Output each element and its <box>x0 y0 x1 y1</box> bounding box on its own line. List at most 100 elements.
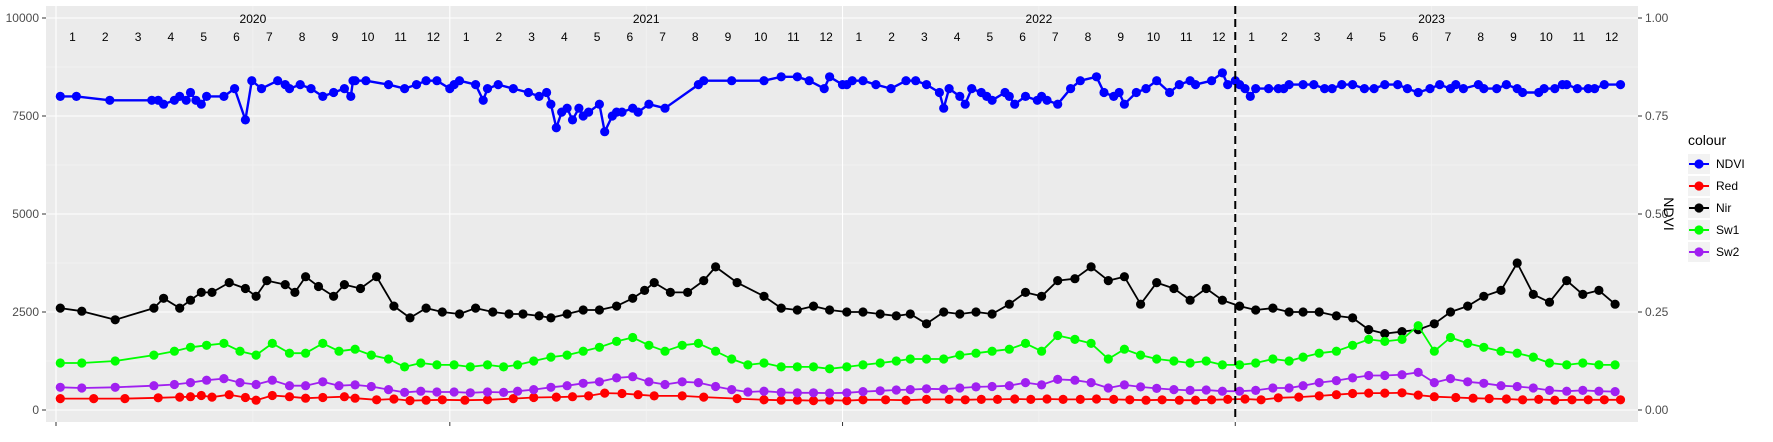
year-label: 2021 <box>633 12 660 26</box>
sw1-point <box>1544 358 1555 368</box>
ndvi-point <box>1091 72 1102 82</box>
red-point <box>1026 394 1036 404</box>
nir-point <box>389 301 399 311</box>
sw1-point <box>1397 334 1407 344</box>
ndvi-point <box>1131 87 1141 98</box>
nir-point <box>594 305 605 315</box>
sw1-point <box>743 360 753 370</box>
red-point <box>389 394 399 404</box>
sw1-point <box>693 338 704 348</box>
ndvi-point <box>1550 84 1560 94</box>
ndvi-point <box>1309 80 1319 90</box>
red-point <box>89 394 99 404</box>
sw1-point <box>77 358 87 368</box>
red-point <box>1501 394 1511 404</box>
sw2-point <box>185 378 196 388</box>
sw2-point <box>366 381 376 392</box>
sw2-point <box>1251 385 1261 395</box>
left-axis-tick-label: 0 <box>32 403 39 417</box>
red-point <box>1240 394 1250 404</box>
red-point <box>339 392 349 402</box>
month-label: 8 <box>1477 30 1484 44</box>
sw1-point <box>955 350 965 360</box>
ndvi-point <box>847 76 857 86</box>
sw1-point <box>513 360 523 370</box>
nir-point <box>421 303 431 313</box>
ndvi-point <box>960 99 970 109</box>
right-axis-tick-label: 0.00 <box>1645 403 1669 417</box>
ndvi-point <box>1053 99 1063 109</box>
red-point <box>1550 395 1560 405</box>
sw2-point <box>1314 378 1324 388</box>
sw2-point <box>55 382 65 392</box>
ndvi-point <box>329 87 339 98</box>
ndvi-point <box>346 91 356 101</box>
red-point <box>842 396 852 406</box>
month-label: 3 <box>921 30 928 44</box>
ndvi-point <box>759 76 769 86</box>
month-label: 1 <box>856 30 863 44</box>
nir-point <box>1235 301 1245 311</box>
red-point <box>267 390 277 401</box>
sw1-point <box>334 346 344 356</box>
red-point <box>617 388 627 399</box>
legend-title: colour <box>1688 132 1726 148</box>
red-point <box>1256 395 1266 405</box>
nir-point <box>1298 307 1308 317</box>
ndvi-point <box>1458 84 1468 94</box>
ndvi-point <box>1240 84 1250 94</box>
ndvi-point <box>1599 80 1609 90</box>
x-axis <box>55 422 1236 426</box>
sw1-point <box>1479 342 1489 352</box>
sw1-point <box>1185 358 1195 368</box>
sw1-point <box>1217 360 1227 370</box>
month-label: 4 <box>954 30 961 44</box>
sw1-point <box>284 348 295 358</box>
ndvi-point <box>871 80 881 90</box>
red-point <box>808 396 819 406</box>
ndvi-point <box>1066 84 1076 94</box>
legend-label-sw1: Sw1 <box>1716 223 1740 237</box>
sw1-point <box>644 340 654 350</box>
left-y-axis: 0 2500 5000 7500 10000 <box>6 11 46 417</box>
nir-point <box>683 287 693 297</box>
legend-swatch-point-sw2 <box>1694 247 1704 257</box>
ndvi-point <box>471 80 481 90</box>
red-point <box>1429 392 1439 402</box>
sw1-point <box>711 346 721 356</box>
ndvi-point <box>944 84 954 94</box>
right-axis-tick-label: 1.00 <box>1645 11 1669 25</box>
sw1-point <box>1119 344 1129 354</box>
right-axis-tick-label: 0.25 <box>1645 305 1669 319</box>
nir-point <box>875 309 885 319</box>
month-label: 12 <box>1212 30 1226 44</box>
sw2-point <box>905 385 915 395</box>
sw1-point <box>905 354 915 364</box>
ndvi-point <box>1020 91 1031 101</box>
red-point <box>1380 388 1390 398</box>
nir-point <box>858 307 868 317</box>
sw2-point <box>1562 386 1572 396</box>
nir-point <box>1429 319 1439 329</box>
ndvi-point <box>1075 76 1085 86</box>
red-point <box>405 396 415 406</box>
sw1-point <box>1380 336 1390 346</box>
nir-point <box>1578 289 1588 299</box>
sw1-point <box>1429 346 1439 356</box>
legend: colour NDVI Red Nir Sw1 Sw2 <box>1688 132 1745 262</box>
red-point <box>1157 395 1167 405</box>
ndvi-point <box>1010 99 1020 109</box>
nir-point <box>665 287 676 297</box>
month-label: 12 <box>819 30 833 44</box>
nir-point <box>1201 283 1211 294</box>
nir-point <box>1445 307 1456 317</box>
sw2-point <box>875 386 885 396</box>
month-label: 6 <box>626 30 633 44</box>
legend-swatch-point-red <box>1694 181 1704 191</box>
sw1-point <box>660 346 670 356</box>
nir-point <box>196 287 206 297</box>
red-point <box>437 395 447 405</box>
nir-point <box>1512 258 1522 268</box>
ndvi-point <box>284 84 295 94</box>
red-point <box>1314 391 1324 401</box>
